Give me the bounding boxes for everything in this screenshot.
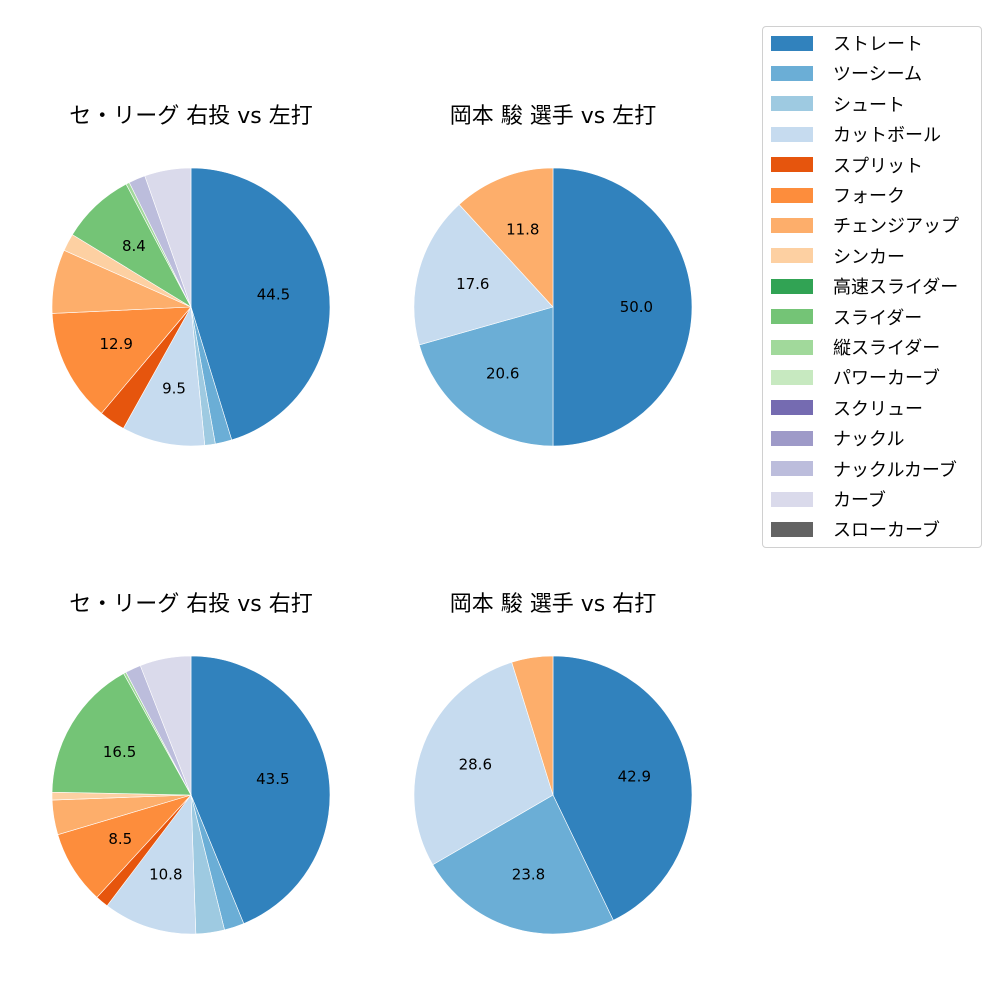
legend-swatch bbox=[771, 400, 813, 416]
legend-swatch bbox=[771, 309, 813, 325]
slice-value-label: 11.8 bbox=[506, 220, 539, 238]
slice-value-label: 20.6 bbox=[486, 365, 519, 383]
legend-label: シンカー bbox=[833, 246, 905, 268]
pie-slice bbox=[552, 655, 693, 921]
legend-label: フォーク bbox=[833, 186, 905, 207]
pie-chart: 42.9 23.8 28.6 bbox=[413, 655, 693, 935]
legend-item: スプリット bbox=[771, 153, 923, 177]
pie-slice bbox=[51, 306, 192, 414]
slice-value-label: 8.4 bbox=[122, 237, 146, 255]
legend-label: 縦スライダー bbox=[833, 338, 941, 359]
legend-swatch bbox=[771, 278, 813, 294]
legend-item: ナックルカーブ bbox=[771, 457, 957, 481]
legend-swatch bbox=[771, 430, 813, 446]
legend-swatch bbox=[771, 217, 813, 233]
slice-value-label: 8.5 bbox=[108, 830, 132, 848]
chart-title: セ・リーグ 右投 vs 右打 bbox=[69, 592, 313, 617]
pie-slice bbox=[144, 167, 192, 308]
slice-value-label: 42.9 bbox=[618, 767, 651, 785]
legend-swatch bbox=[771, 369, 813, 385]
legend-swatch bbox=[771, 157, 813, 173]
pie-slice bbox=[51, 673, 192, 796]
legend-item: ナックル bbox=[771, 426, 904, 450]
pie-panel-league-vs-right: セ・リーグ 右投 vs 右打 43.5 10.8 8.5 16.5 bbox=[21, 590, 361, 990]
pie-slice bbox=[413, 661, 554, 866]
legend-item: フォーク bbox=[771, 183, 905, 207]
legend-swatch bbox=[771, 339, 813, 355]
slice-value-label: 28.6 bbox=[459, 756, 492, 774]
pie-panel-okamoto-vs-left: 岡本 駿 選手 vs 左打 50.0 20.6 17.6 11.8 bbox=[383, 102, 723, 502]
legend-label: ナックルカーブ bbox=[833, 459, 957, 481]
pie-slice bbox=[552, 167, 693, 447]
legend-item: スローカーブ bbox=[771, 517, 940, 541]
chart-title: セ・リーグ 右投 vs 左打 bbox=[69, 104, 313, 129]
legend-item: 縦スライダー bbox=[771, 335, 940, 359]
legend-swatch bbox=[771, 491, 813, 507]
legend-swatch bbox=[771, 248, 813, 264]
legend-item: 高速スライダー bbox=[771, 274, 958, 298]
pie-slice bbox=[432, 794, 614, 935]
slice-value-label: 44.5 bbox=[257, 286, 290, 304]
legend-swatch bbox=[771, 65, 813, 81]
legend-item: シュート bbox=[771, 92, 905, 116]
pie-slice bbox=[190, 655, 331, 924]
pie-slice bbox=[418, 306, 554, 447]
pie-panel-okamoto-vs-right: 岡本 駿 選手 vs 右打 42.9 23.8 28.6 bbox=[383, 590, 723, 990]
pie-slice bbox=[511, 655, 554, 796]
legend-item: ストレート bbox=[771, 31, 923, 55]
pie-chart: 43.5 10.8 8.5 16.5 bbox=[51, 655, 331, 935]
legend-item: カットボール bbox=[771, 122, 941, 146]
pie-slice bbox=[190, 167, 331, 441]
legend-item: スライダー bbox=[771, 305, 922, 329]
chart-title: 岡本 駿 選手 vs 右打 bbox=[449, 592, 657, 617]
legend-label: スプリット bbox=[833, 155, 923, 177]
legend-swatch bbox=[771, 187, 813, 203]
legend-item: シンカー bbox=[771, 244, 905, 268]
legend-swatch bbox=[771, 461, 813, 477]
legend-swatch bbox=[771, 96, 813, 112]
legend-label: カーブ bbox=[833, 490, 886, 511]
slice-value-label: 12.9 bbox=[100, 335, 133, 353]
legend-label: シュート bbox=[833, 94, 905, 116]
legend-swatch bbox=[771, 35, 813, 51]
slice-value-label: 50.0 bbox=[620, 298, 653, 316]
pie-slice bbox=[458, 167, 554, 308]
legend-item: チェンジアップ bbox=[771, 213, 959, 237]
legend-label: ストレート bbox=[833, 34, 923, 55]
legend-label: スクリュー bbox=[833, 398, 923, 420]
legend-label: スライダー bbox=[833, 307, 923, 329]
slice-value-label: 23.8 bbox=[512, 866, 545, 884]
slice-value-label: 16.5 bbox=[103, 743, 136, 761]
pie-slice bbox=[413, 204, 554, 346]
legend-label: ツーシーム bbox=[833, 64, 923, 86]
legend-item: ツーシーム bbox=[771, 61, 922, 85]
pie-slice bbox=[122, 306, 206, 447]
legend-swatch bbox=[771, 521, 813, 537]
pie-panel-league-vs-left: セ・リーグ 右投 vs 左打 44.5 9.5 12.9 8.4 bbox=[21, 102, 361, 502]
chart-title: 岡本 駿 選手 vs 左打 bbox=[449, 104, 657, 129]
slice-value-label: 43.5 bbox=[256, 770, 289, 788]
pie-slice bbox=[139, 655, 192, 796]
legend-label: パワーカーブ bbox=[833, 368, 940, 390]
legend-item: スクリュー bbox=[771, 396, 923, 420]
pie-slice bbox=[106, 794, 197, 935]
chart-legend: ストレートツーシームシュートカットボール スプリットフォークチェンジアップ シンカー… bbox=[762, 26, 982, 548]
legend-label: ナックル bbox=[833, 429, 905, 451]
pie-chart: 44.5 9.5 12.9 8.4 bbox=[51, 167, 331, 447]
pie-chart: 50.0 20.6 17.6 11.8 bbox=[413, 167, 693, 447]
legend-label: チェンジアップ bbox=[833, 216, 959, 238]
legend-label: カットボール bbox=[833, 125, 941, 147]
slice-value-label: 10.8 bbox=[149, 866, 182, 884]
legend-label: スローカーブ bbox=[833, 520, 940, 542]
slice-value-label: 17.6 bbox=[456, 275, 489, 293]
legend-item: パワーカーブ bbox=[771, 365, 940, 389]
legend-label: 高速スライダー bbox=[833, 277, 959, 299]
legend-item: カーブ bbox=[771, 487, 886, 511]
slice-value-label: 9.5 bbox=[162, 380, 186, 398]
legend-swatch bbox=[771, 126, 813, 142]
